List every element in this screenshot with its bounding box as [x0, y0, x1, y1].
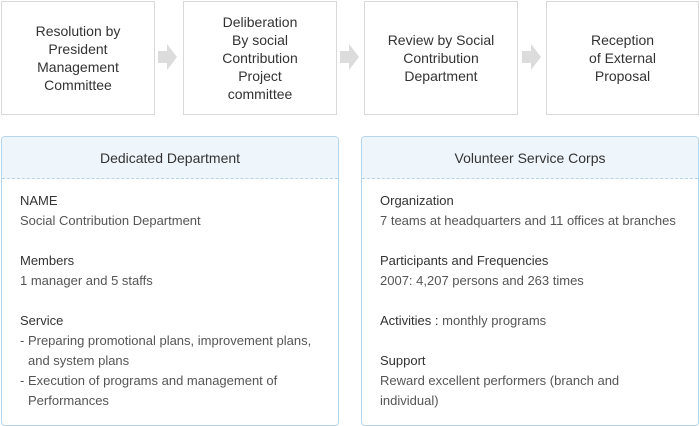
panel-title: Volunteer Service Corps — [362, 137, 698, 179]
organization-section: Organization 7 teams at headquarters and… — [380, 191, 680, 231]
flow-step-label: Review by Social Contribution Department — [387, 32, 495, 84]
section-value: monthly programs — [438, 313, 547, 328]
section-label: Service — [20, 313, 64, 328]
participants-section: Participants and Frequencies 2007: 4,207… — [380, 251, 680, 291]
flow-step-label: Reception of External Proposal — [589, 32, 656, 84]
flow-step-label: Deliberation By social Contribution Proj… — [222, 14, 298, 102]
section-label: Activities : — [380, 313, 439, 328]
section-label: Members — [20, 253, 75, 268]
flow-step-external-proposal: Reception of External Proposal — [546, 1, 699, 115]
flow-step-presidential-committee: Resolution by President Management Commi… — [1, 1, 155, 115]
volunteer-service-panel: Volunteer Service Corps Organization 7 t… — [361, 136, 699, 426]
service-section: Service - Preparing promotional plans, i… — [20, 311, 320, 411]
section-label: Support — [380, 353, 426, 368]
name-section: NAME Social Contribution Department — [20, 191, 320, 231]
support-section: Support Reward excellent performers (bra… — [380, 351, 680, 411]
section-label: NAME — [20, 193, 58, 208]
section-value: 1 manager and 5 staffs — [20, 273, 153, 288]
flow-step-project-committee: Deliberation By social Contribution Proj… — [183, 1, 337, 115]
panel-title: Dedicated Department — [2, 137, 338, 179]
dedicated-department-panel: Dedicated Department NAME Social Contrib… — [1, 136, 339, 426]
list-item: - Execution of programs and management o… — [20, 373, 278, 408]
section-value: Reward excellent performers (branch and … — [380, 373, 620, 408]
list-item: - Preparing promotional plans, improveme… — [20, 333, 312, 368]
section-value: Social Contribution Department — [20, 213, 201, 228]
chevron-right-icon — [158, 44, 177, 70]
section-value: 7 teams at headquarters and 11 offices a… — [380, 213, 676, 228]
chevron-right-icon — [340, 44, 359, 70]
members-section: Members 1 manager and 5 staffs — [20, 251, 320, 291]
chevron-right-icon — [522, 44, 541, 70]
section-label: Participants and Frequencies — [380, 253, 549, 268]
service-list: - Preparing promotional plans, improveme… — [20, 331, 320, 411]
activities-section: Activities : monthly programs — [380, 311, 680, 331]
section-value: 2007: 4,207 persons and 263 times — [380, 273, 584, 288]
flow-step-label: Resolution by President Management Commi… — [35, 23, 121, 93]
flow-step-department-review: Review by Social Contribution Department — [364, 1, 518, 115]
section-label: Organization — [380, 193, 454, 208]
